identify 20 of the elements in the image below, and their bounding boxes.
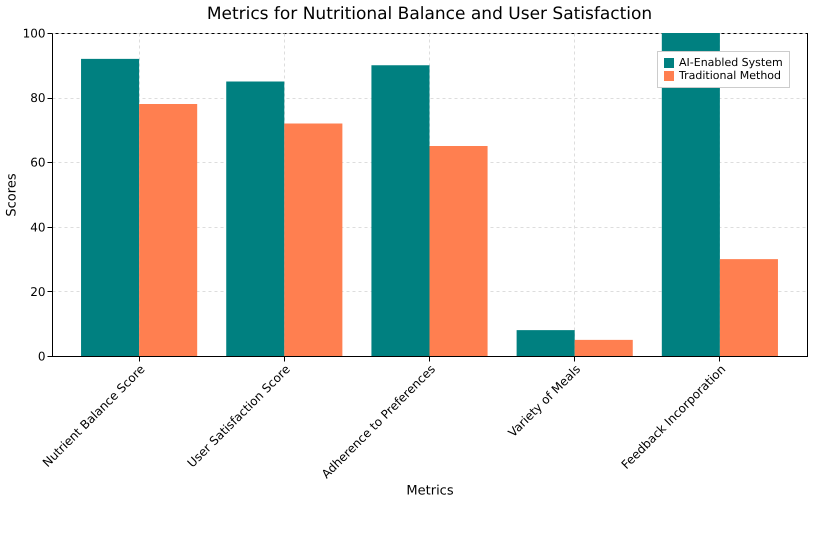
bar [284,123,342,356]
bar [81,58,140,356]
y-tick-label: 20 [30,284,46,299]
y-tick-label: 0 [38,350,46,364]
legend-label: AI-Enabled System [679,56,783,69]
y-tick-label: 100 [22,26,46,40]
bar [139,104,198,356]
y-tick-label: 80 [30,91,46,106]
legend-label: Traditional Method [678,69,782,82]
y-tick-label: 40 [30,220,46,234]
bar [516,330,575,356]
chart-title: Metrics for Nutritional Balance and User Satisfaction [206,4,652,24]
bar [430,146,488,356]
bar [371,65,430,356]
y-tick-label: 60 [30,156,46,170]
x-axis-title: Metrics [406,484,454,499]
y-axis-title: Scores [4,173,20,217]
bar [720,259,778,356]
bar [574,340,633,356]
bar [226,81,284,356]
